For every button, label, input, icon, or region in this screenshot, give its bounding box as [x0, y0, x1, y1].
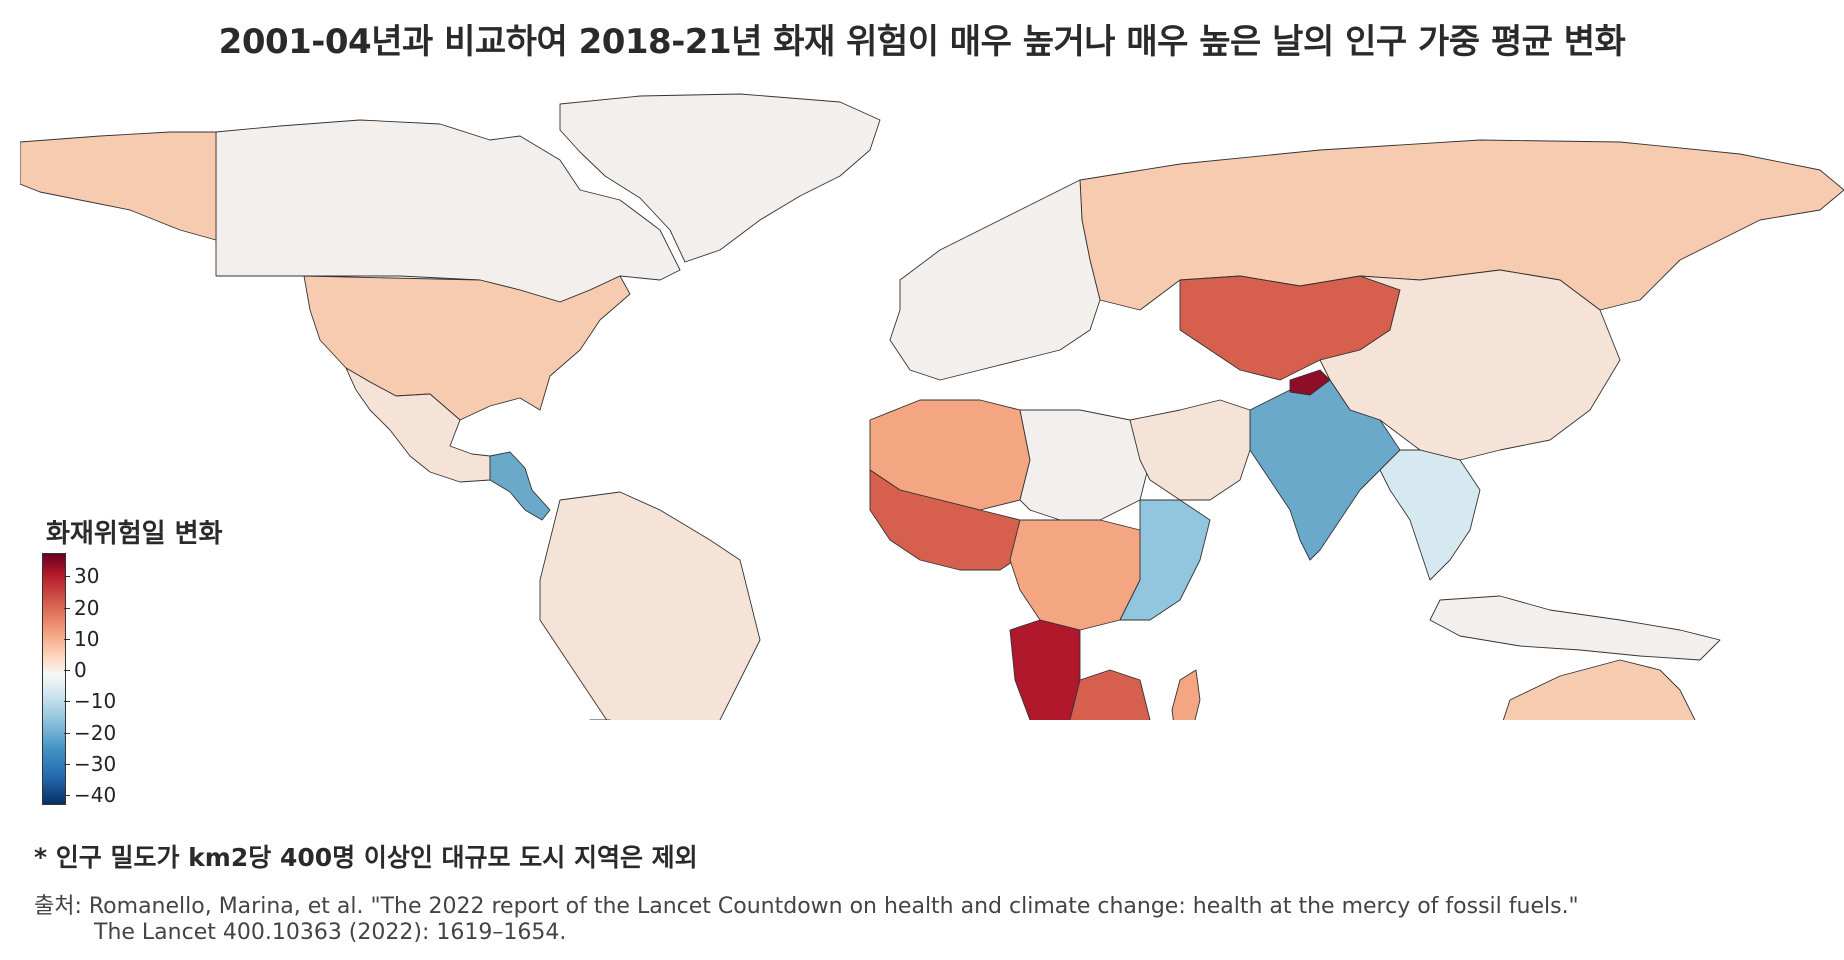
- region-greenland: [559, 93, 881, 263]
- source-line-1: 출처: Romanello, Marina, et al. "The 2022 …: [34, 894, 1579, 919]
- legend-tick-label: −30: [74, 751, 117, 776]
- legend-tick-label: −40: [74, 783, 117, 808]
- legend-tick-label: 20: [74, 595, 100, 620]
- region-central-africa: [1009, 519, 1141, 631]
- region-usa: [303, 275, 631, 421]
- legend-tick-label: 10: [74, 626, 100, 651]
- legend-tick-label: 0: [74, 658, 87, 683]
- region-indonesia: [1429, 595, 1721, 661]
- region-russia: [1079, 139, 1844, 311]
- footnote: * 인구 밀도가 km2당 400명 이상인 대규모 도시 지역은 제외: [34, 843, 698, 872]
- region-middle-east: [1129, 399, 1251, 501]
- source-line-2: The Lancet 400.10363 (2022): 1619–1654.: [94, 920, 567, 945]
- region-southern-africa: [1069, 669, 1151, 720]
- region-india: [1249, 379, 1401, 561]
- region-central-america: [489, 451, 551, 521]
- legend-title: 화재위험일 변화: [46, 519, 223, 549]
- legend-tick-label: 30: [74, 564, 100, 589]
- map-title: 2001-04년과 비교하여 2018-21년 화재 위험이 매우 높거나 매우…: [218, 22, 1626, 62]
- region-australia: [1502, 659, 1696, 720]
- region-europe: [889, 179, 1101, 381]
- region-pakistan: [1289, 369, 1331, 396]
- region-east-africa: [1119, 499, 1211, 621]
- legend-tick-label: −20: [74, 720, 117, 745]
- world-choropleth-map: [20, 93, 1844, 720]
- region-canada: [215, 119, 681, 303]
- region-angola: [1009, 619, 1081, 720]
- legend-colorbar: [42, 553, 66, 805]
- region-brazil: [539, 491, 761, 720]
- legend-tick-label: −10: [74, 689, 117, 714]
- region-sahara: [1019, 409, 1151, 521]
- region-southeast-asia: [1379, 449, 1481, 581]
- region-madagascar: [1171, 669, 1201, 720]
- region-alaska: [20, 131, 217, 241]
